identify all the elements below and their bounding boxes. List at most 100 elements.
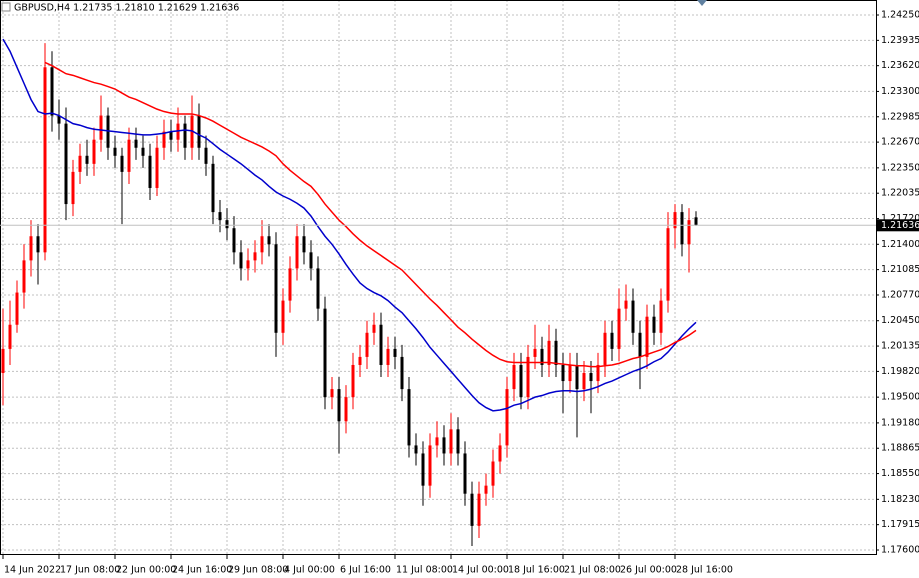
x-tick-label: 4 Jul 00:00 — [284, 565, 335, 576]
candle-body — [239, 252, 243, 269]
candle-body — [617, 308, 621, 349]
candle-body — [92, 139, 96, 164]
y-tick-label: 1.19180 — [881, 417, 919, 428]
candle-body — [575, 364, 579, 390]
candle-body — [470, 493, 474, 526]
plot-frame — [0, 0, 877, 555]
x-tick-label: 22 Jun 00:00 — [116, 565, 176, 576]
candle-body — [568, 364, 572, 382]
candle-body — [680, 212, 684, 245]
candle-body — [148, 155, 152, 188]
y-tick-label: 1.23935 — [881, 35, 919, 46]
x-tick-label: 14 Jun 2022 — [4, 565, 61, 576]
candle-body — [666, 228, 670, 301]
candle-body — [519, 364, 523, 398]
y-tick-label: 1.20770 — [881, 289, 919, 300]
candle-body — [141, 147, 145, 156]
candle-body — [246, 260, 250, 269]
candle-body — [659, 300, 663, 333]
y-tick-label: 1.22985 — [881, 111, 919, 122]
candle-body — [512, 364, 516, 390]
candle-body — [407, 389, 411, 446]
y-tick-label: 1.21720 — [881, 213, 919, 224]
candle-body — [610, 332, 614, 349]
y-tick-label: 1.22350 — [881, 162, 919, 173]
candle-body — [8, 324, 12, 349]
candle-body — [36, 236, 40, 253]
candle-body — [442, 437, 446, 454]
candle-body — [29, 236, 33, 261]
plot — [1, 38, 698, 546]
candle-body — [687, 220, 691, 245]
moving-average-line — [2, 38, 697, 412]
candle-body — [281, 300, 285, 333]
y-tick-label: 1.19500 — [881, 392, 919, 403]
y-tick-label: 1.19820 — [881, 366, 919, 377]
candle-body — [302, 236, 306, 253]
candle-body — [372, 324, 376, 333]
candle-body — [162, 131, 166, 148]
candle-body — [260, 236, 264, 253]
y-tick-label: 1.23300 — [881, 86, 919, 97]
candle-body — [645, 316, 649, 357]
candle-body — [127, 139, 131, 172]
price-marker — [877, 219, 919, 232]
candle-body — [498, 445, 502, 462]
candle-body — [414, 445, 418, 454]
y-tick-label: 1.18865 — [881, 443, 919, 454]
y-tick-label: 1.23620 — [881, 60, 919, 71]
candle-body — [232, 228, 236, 253]
candle-body — [15, 292, 19, 325]
candle-body — [316, 268, 320, 309]
y-tick-label: 1.18550 — [881, 468, 919, 479]
y-tick-label: 1.22670 — [881, 137, 919, 148]
price-marker-label: 1.21636 — [881, 220, 919, 231]
y-tick-label: 1.21400 — [881, 239, 919, 250]
y-tick-label: 1.22035 — [881, 188, 919, 199]
candle-body — [176, 123, 180, 140]
grid — [0, 0, 876, 555]
candle-body — [330, 389, 334, 398]
candle-body — [43, 67, 47, 253]
y-tick-label: 1.21085 — [881, 264, 919, 275]
candle-body — [603, 332, 607, 365]
candle-body — [582, 373, 586, 390]
candle-body — [120, 155, 124, 172]
candle-body — [484, 485, 488, 494]
candle-body — [253, 252, 257, 261]
candle-body — [547, 340, 551, 365]
candle-body — [267, 236, 271, 245]
candle-body — [589, 373, 593, 382]
candle-body — [631, 300, 635, 333]
candle-body — [526, 356, 530, 398]
candle-body — [400, 356, 404, 390]
candle-body — [64, 123, 68, 205]
candle-body — [638, 332, 642, 357]
candle-body — [1, 348, 5, 374]
candle-body — [78, 155, 82, 172]
shift-marker — [697, 0, 707, 6]
candle-body — [358, 356, 362, 365]
candle-body — [561, 364, 565, 382]
candle-body — [274, 244, 278, 333]
chart-title: GBPUSD,H4 1.21735 1.21810 1.21629 1.2163… — [14, 3, 239, 14]
x-tick-label: 28 Jul 16:00 — [676, 565, 733, 576]
candle-body — [323, 308, 327, 398]
candle-body — [393, 348, 397, 357]
candle-body — [71, 171, 75, 205]
y-tick-label: 1.17915 — [881, 519, 919, 530]
candle-body — [379, 324, 383, 365]
x-tick-label: 6 Jul 16:00 — [340, 565, 391, 576]
y-tick-label: 1.24250 — [881, 9, 919, 20]
candle-body — [386, 348, 390, 365]
x-tick-label: 18 Jul 16:00 — [508, 565, 565, 576]
x-tick-label: 26 Jul 00:00 — [620, 565, 677, 576]
candle-body — [288, 268, 292, 301]
candle-body — [344, 397, 348, 422]
x-tick-label: 17 Jun 08:00 — [60, 565, 120, 576]
candle-body — [106, 115, 110, 148]
candle-body — [225, 220, 229, 229]
chart-icon — [1, 2, 11, 12]
candle-body — [169, 131, 173, 140]
candle-body — [155, 147, 159, 188]
